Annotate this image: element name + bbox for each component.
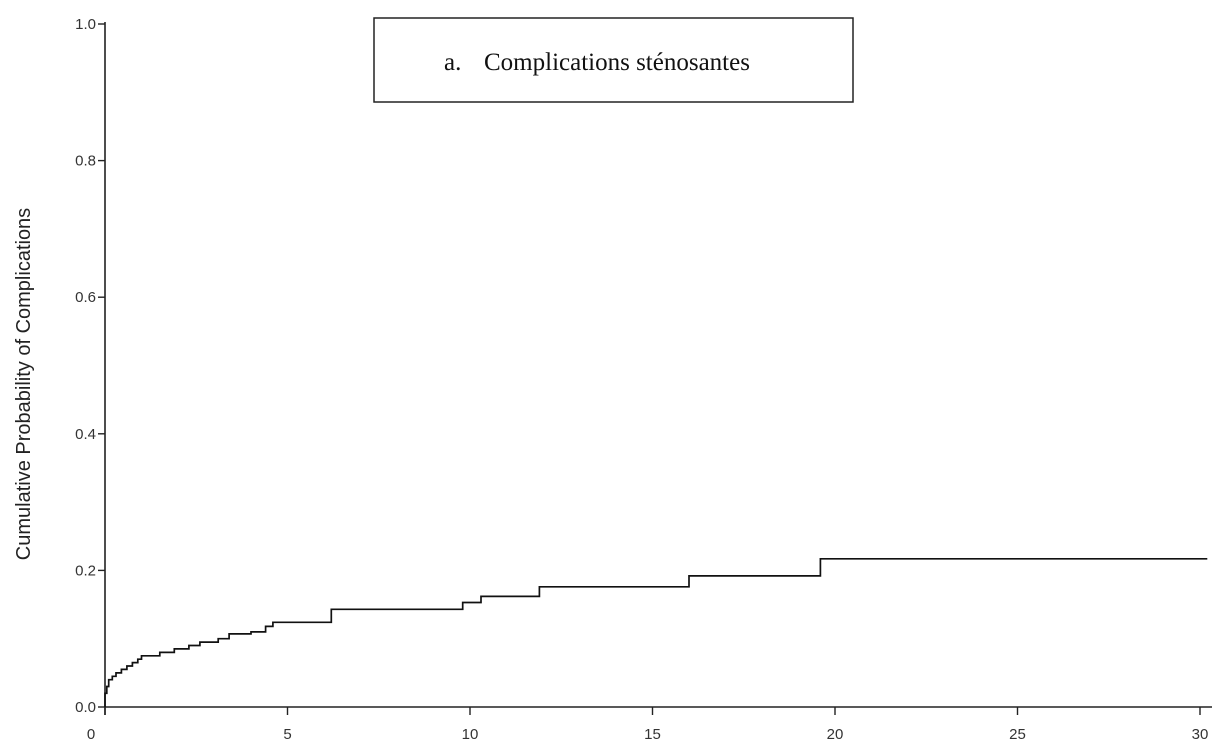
y-tick-label: 0.8: [75, 153, 96, 170]
x-tick-label: 10: [462, 726, 479, 743]
y-tick-label: 0.4: [75, 426, 96, 443]
series-line-1: [104, 557, 1208, 707]
y-tick-label: 1.0: [75, 16, 96, 33]
annotation-text: Complications sténosantes: [484, 49, 750, 76]
x-tick-label: 5: [283, 726, 291, 743]
series-group: [104, 557, 1208, 707]
y-ticks: 0.0 0.2 0.4 0.6 0.8 1.0: [75, 16, 105, 716]
x-tick-label: 0: [87, 726, 95, 743]
annotation-marker: a.: [444, 49, 461, 76]
axes: [104, 22, 1212, 715]
x-tick-label: 20: [827, 726, 844, 743]
y-tick-label: 0.6: [75, 289, 96, 306]
x-ticks: 0 5 10 15 20 25 30: [87, 707, 1209, 743]
y-tick-label: 0.0: [75, 699, 96, 716]
x-tick-label: 25: [1009, 726, 1026, 743]
y-axis-label: Cumulative Probability of Complications: [13, 208, 35, 560]
annotation-frame: [373, 17, 854, 103]
y-tick-label: 0.2: [75, 562, 96, 579]
x-tick-label: 15: [644, 726, 661, 743]
x-tick-label: 30: [1192, 726, 1209, 743]
annotation-box: a. Complications sténosantes: [373, 17, 854, 103]
